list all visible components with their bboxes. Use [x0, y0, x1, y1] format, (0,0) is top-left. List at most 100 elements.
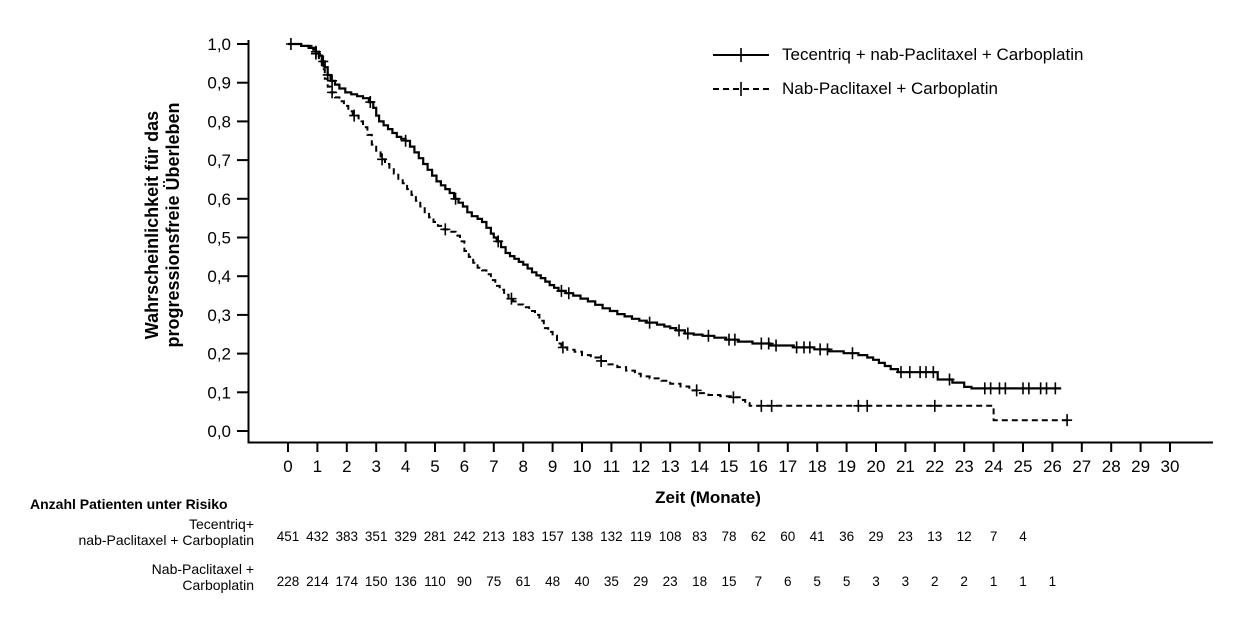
- legend-entry-tecentriq: Tecentriq + nab-Paclitaxel + Carboplatin: [712, 38, 1083, 72]
- x-tick-label: 0: [283, 457, 292, 476]
- risk-count: 29: [868, 529, 884, 544]
- risk-count: 62: [750, 529, 766, 544]
- risk-count: 108: [658, 529, 682, 544]
- x-tick-label: 25: [1014, 457, 1033, 476]
- x-tick-label: 16: [749, 457, 768, 476]
- y-tick-label: 0,2: [207, 345, 231, 364]
- censor-mark-dashed: [766, 399, 777, 412]
- x-tick-label: 27: [1072, 457, 1091, 476]
- censor-mark-solid: [1050, 382, 1061, 395]
- risk-count: 83: [692, 529, 708, 544]
- censor-mark-solid: [493, 235, 504, 248]
- y-tick-label: 0,8: [207, 112, 231, 131]
- risk-count: 119: [630, 529, 652, 544]
- risk-count: 1: [1048, 574, 1057, 589]
- censor-mark-dashed: [349, 109, 360, 122]
- y-tick-label: 0,4: [207, 267, 231, 286]
- risk-table-header: Anzahl Patienten unter Risiko: [30, 496, 228, 512]
- risk-count: 183: [511, 529, 535, 544]
- km-curve-solid: [288, 42, 1062, 390]
- x-tick-label: 24: [984, 457, 1003, 476]
- risk-count: 41: [809, 529, 825, 544]
- risk-count: 23: [662, 574, 678, 589]
- risk-row-label-nabpac-line1: Nab-Paclitaxel +: [151, 561, 254, 577]
- risk-count: 351: [364, 529, 388, 544]
- censor-mark-dashed: [1062, 414, 1073, 427]
- y-tick-label: 0,3: [207, 306, 231, 325]
- legend: Tecentriq + nab-Paclitaxel + Carboplatin…: [712, 38, 1083, 106]
- censor-mark-dashed: [440, 223, 451, 236]
- censor-mark-solid: [928, 366, 939, 379]
- risk-count: 78: [721, 529, 737, 544]
- censor-mark-solid: [847, 347, 858, 360]
- risk-count: 150: [364, 574, 388, 589]
- axes: [247, 40, 1213, 444]
- censor-mark-dashed: [929, 399, 940, 412]
- risk-row-label-nabpac-line2: Carboplatin: [182, 576, 254, 593]
- x-tick-label: 10: [573, 457, 592, 476]
- y-tick-label: 0,7: [207, 151, 231, 170]
- risk-count: 2: [960, 574, 968, 589]
- x-axis-label: Zeit (Monate): [655, 488, 761, 507]
- x-tick-label: 26: [1043, 457, 1062, 476]
- censor-mark-solid: [318, 55, 329, 68]
- risk-count: 242: [453, 529, 476, 544]
- x-tick-label: 14: [690, 457, 709, 476]
- risk-row-label-nabpac: Nab-Paclitaxel + Carboplatin: [28, 561, 254, 593]
- risk-count: 7: [754, 574, 763, 589]
- risk-count: 5: [842, 574, 851, 589]
- x-tick-label: 8: [518, 457, 527, 476]
- censor-mark-solid: [944, 373, 955, 386]
- censor-mark-solid: [450, 192, 461, 205]
- risk-count: 213: [482, 529, 506, 544]
- censor-mark-solid: [703, 329, 714, 342]
- risk-count: 48: [545, 574, 561, 589]
- censor-mark-dashed: [327, 86, 338, 99]
- risk-count: 75: [486, 574, 502, 589]
- censor-mark-solid: [729, 333, 740, 346]
- risk-count: 90: [456, 574, 472, 589]
- censor-mark-dashed: [756, 399, 767, 412]
- censor-mark-solid: [895, 366, 906, 379]
- risk-count: 138: [570, 529, 594, 544]
- risk-count: 157: [541, 529, 564, 544]
- x-tick-label: 9: [548, 457, 557, 476]
- risk-count: 7: [989, 529, 998, 544]
- censor-mark-dashed: [728, 391, 739, 404]
- y-tick-label: 0,5: [207, 229, 231, 248]
- censor-mark-dashed: [691, 384, 702, 397]
- censor-mark-solid: [644, 316, 655, 329]
- x-tick-label: 2: [342, 457, 351, 476]
- risk-count: 281: [423, 529, 447, 544]
- censor-mark-solid: [365, 96, 376, 109]
- risk-count: 4: [1019, 529, 1027, 544]
- risk-count: 5: [813, 574, 821, 589]
- x-tick-label: 19: [837, 457, 856, 476]
- x-tick-label: 21: [896, 457, 915, 476]
- x-tick-label: 22: [925, 457, 944, 476]
- censor-mark-dashed: [506, 292, 517, 305]
- risk-count: 60: [780, 529, 796, 544]
- legend-solid-line-icon: [713, 48, 769, 62]
- censor-mark-solid: [804, 341, 815, 354]
- legend-label-tecentriq: Tecentriq + nab-Paclitaxel + Carboplatin: [782, 45, 1084, 64]
- x-tick-label: 30: [1161, 457, 1180, 476]
- risk-count: 329: [394, 529, 417, 544]
- risk-count: 61: [515, 574, 531, 589]
- x-tick-label: 18: [808, 457, 827, 476]
- risk-count: 132: [600, 529, 623, 544]
- censor-mark-solid: [556, 284, 567, 297]
- risk-count: 40: [574, 574, 590, 589]
- risk-count: 174: [335, 574, 359, 589]
- risk-count: 23: [897, 529, 913, 544]
- risk-count: 15: [721, 574, 737, 589]
- risk-count: 214: [306, 574, 329, 589]
- censor-mark-solid: [771, 339, 782, 352]
- x-tick-label: 7: [489, 457, 498, 476]
- y-tick-label: 0,1: [207, 383, 231, 402]
- x-tick-label: 29: [1131, 457, 1150, 476]
- x-tick-label: 28: [1102, 457, 1121, 476]
- x-tick-label: 17: [778, 457, 797, 476]
